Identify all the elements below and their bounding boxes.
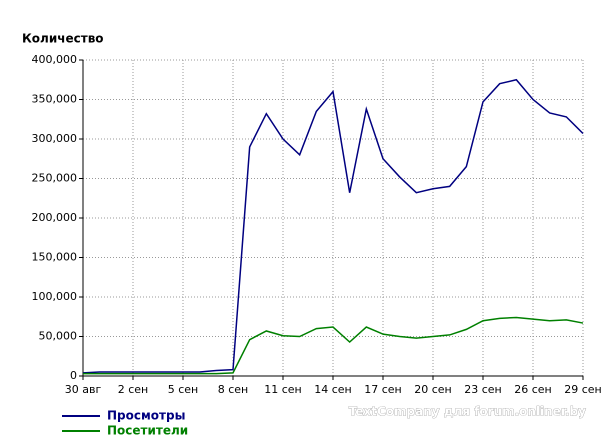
y-tick-label: 150,000 [32, 251, 78, 264]
y-tick-label: 250,000 [32, 172, 78, 185]
watermark: TextCompany для forum.onliner.by [349, 405, 586, 419]
y-tick-label: 200,000 [32, 211, 78, 224]
x-tick-label: 17 сен [364, 383, 402, 396]
x-tick-label: 30 авг [65, 383, 102, 396]
y-tick-label: 0 [70, 369, 77, 382]
legend-label: Посетители [107, 424, 188, 435]
y-tick-label: 400,000 [32, 53, 78, 66]
x-tick-label: 20 сен [414, 383, 452, 396]
x-tick-label: 23 сен [464, 383, 502, 396]
legend-label: Просмотры [107, 409, 185, 423]
x-tick-label: 26 сен [514, 383, 552, 396]
y-tick-label: 100,000 [32, 290, 78, 303]
x-tick-label: 11 сен [264, 383, 302, 396]
x-tick-label: 2 сен [118, 383, 149, 396]
x-tick-label: 5 сен [168, 383, 199, 396]
series-line [82, 78, 584, 374]
chart-title: Количество [22, 32, 104, 46]
x-tick-label: 8 сен [218, 383, 249, 396]
y-tick-label: 50,000 [39, 330, 78, 343]
y-tick-label: 350,000 [32, 93, 78, 106]
y-tick-label: 300,000 [32, 132, 78, 145]
x-tick-label: 29 сен [564, 383, 602, 396]
series-line [83, 316, 584, 375]
x-tick-label: 14 сен [314, 383, 352, 396]
